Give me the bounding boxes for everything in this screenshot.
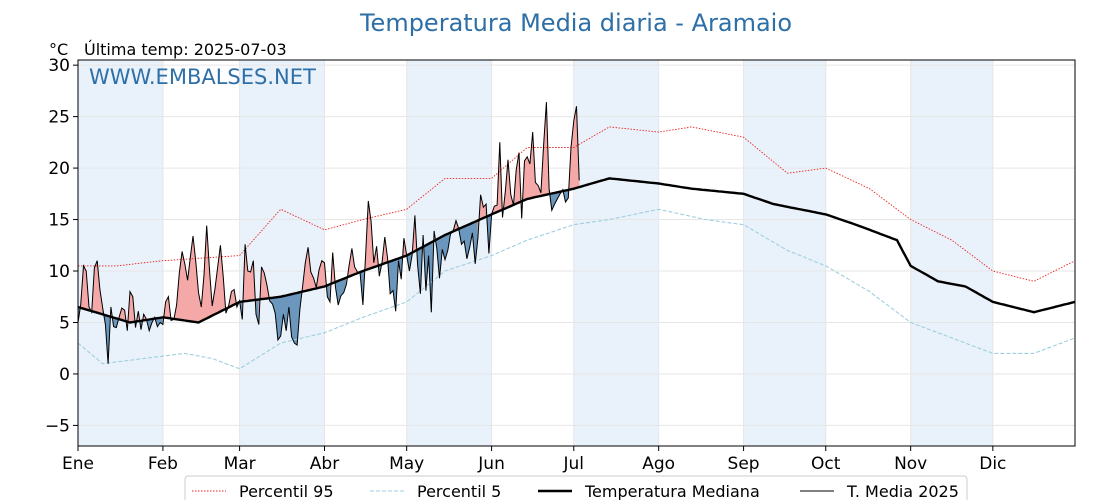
x-axis: Ene Feb Mar Abr May Jun Jul Ago Sep Oct Nov Dic xyxy=(62,446,1006,474)
deviation-fill xyxy=(321,260,325,288)
legend-box xyxy=(184,475,968,500)
y-tick-label: −5 xyxy=(45,416,70,436)
deviation-fill xyxy=(83,265,87,310)
x-tick-label: Sep xyxy=(728,454,760,474)
legend: Percentil 95 Percentil 5 Temperatura Media… xyxy=(184,475,968,500)
chart-title: Temperatura Media diaria - Aramaio xyxy=(359,9,792,37)
x-tick-label: Ago xyxy=(642,454,675,474)
y-tick-label: 30 xyxy=(48,56,70,76)
plot-frame xyxy=(77,59,1076,447)
deviation-fill xyxy=(389,259,394,295)
x-tick-label: Jun xyxy=(477,454,505,474)
deviation-fill xyxy=(247,270,251,302)
deviation-fill xyxy=(524,155,528,201)
y-tick-label: 25 xyxy=(48,108,70,128)
last-temp-label: Última temp: 2025-07-03 xyxy=(84,40,287,59)
y-tick-label: 20 xyxy=(48,159,70,179)
x-tick-label: Nov xyxy=(894,454,927,474)
x-tick-label: May xyxy=(389,454,424,474)
month-band xyxy=(78,60,163,446)
x-tick-label: Ene xyxy=(62,454,94,474)
x-tick-label: Oct xyxy=(811,454,841,474)
x-tick-label: Jul xyxy=(563,454,585,474)
legend-label: Temperatura Mediana xyxy=(584,482,760,500)
legend-label: Percentil 95 xyxy=(239,482,334,500)
deviation-fill xyxy=(291,293,295,344)
series-line-percentil-95 xyxy=(78,126,1076,282)
month-band xyxy=(910,60,993,446)
y-tick-label: 10 xyxy=(48,262,70,282)
y-tick-label: 0 xyxy=(59,365,70,385)
y-unit-label: °C xyxy=(49,40,68,59)
x-tick-label: Dic xyxy=(979,454,1006,474)
month-band xyxy=(239,60,325,446)
series-line-t-media-2025 xyxy=(77,102,580,364)
watermark: WWW.EMBALSES.NET xyxy=(89,65,316,89)
y-tick-label: 5 xyxy=(59,313,70,333)
month-bands xyxy=(78,60,993,446)
series-lines xyxy=(77,102,1076,370)
legend-label: T. Media 2025 xyxy=(846,482,959,500)
deviation-fill xyxy=(294,292,298,346)
x-tick-label: Feb xyxy=(148,454,178,474)
deviation-fill xyxy=(277,296,282,341)
series-line-percentil-5 xyxy=(77,208,1076,370)
y-tick-label: 15 xyxy=(48,211,70,231)
x-tick-label: Mar xyxy=(224,454,256,474)
y-axis: −5 0 5 10 15 20 25 30 xyxy=(45,56,78,436)
x-tick-label: Abr xyxy=(310,454,339,474)
month-band xyxy=(573,60,659,446)
month-band xyxy=(743,60,826,446)
legend-label: Percentil 5 xyxy=(417,482,501,500)
series-line-temperatura-mediana xyxy=(77,177,1076,324)
